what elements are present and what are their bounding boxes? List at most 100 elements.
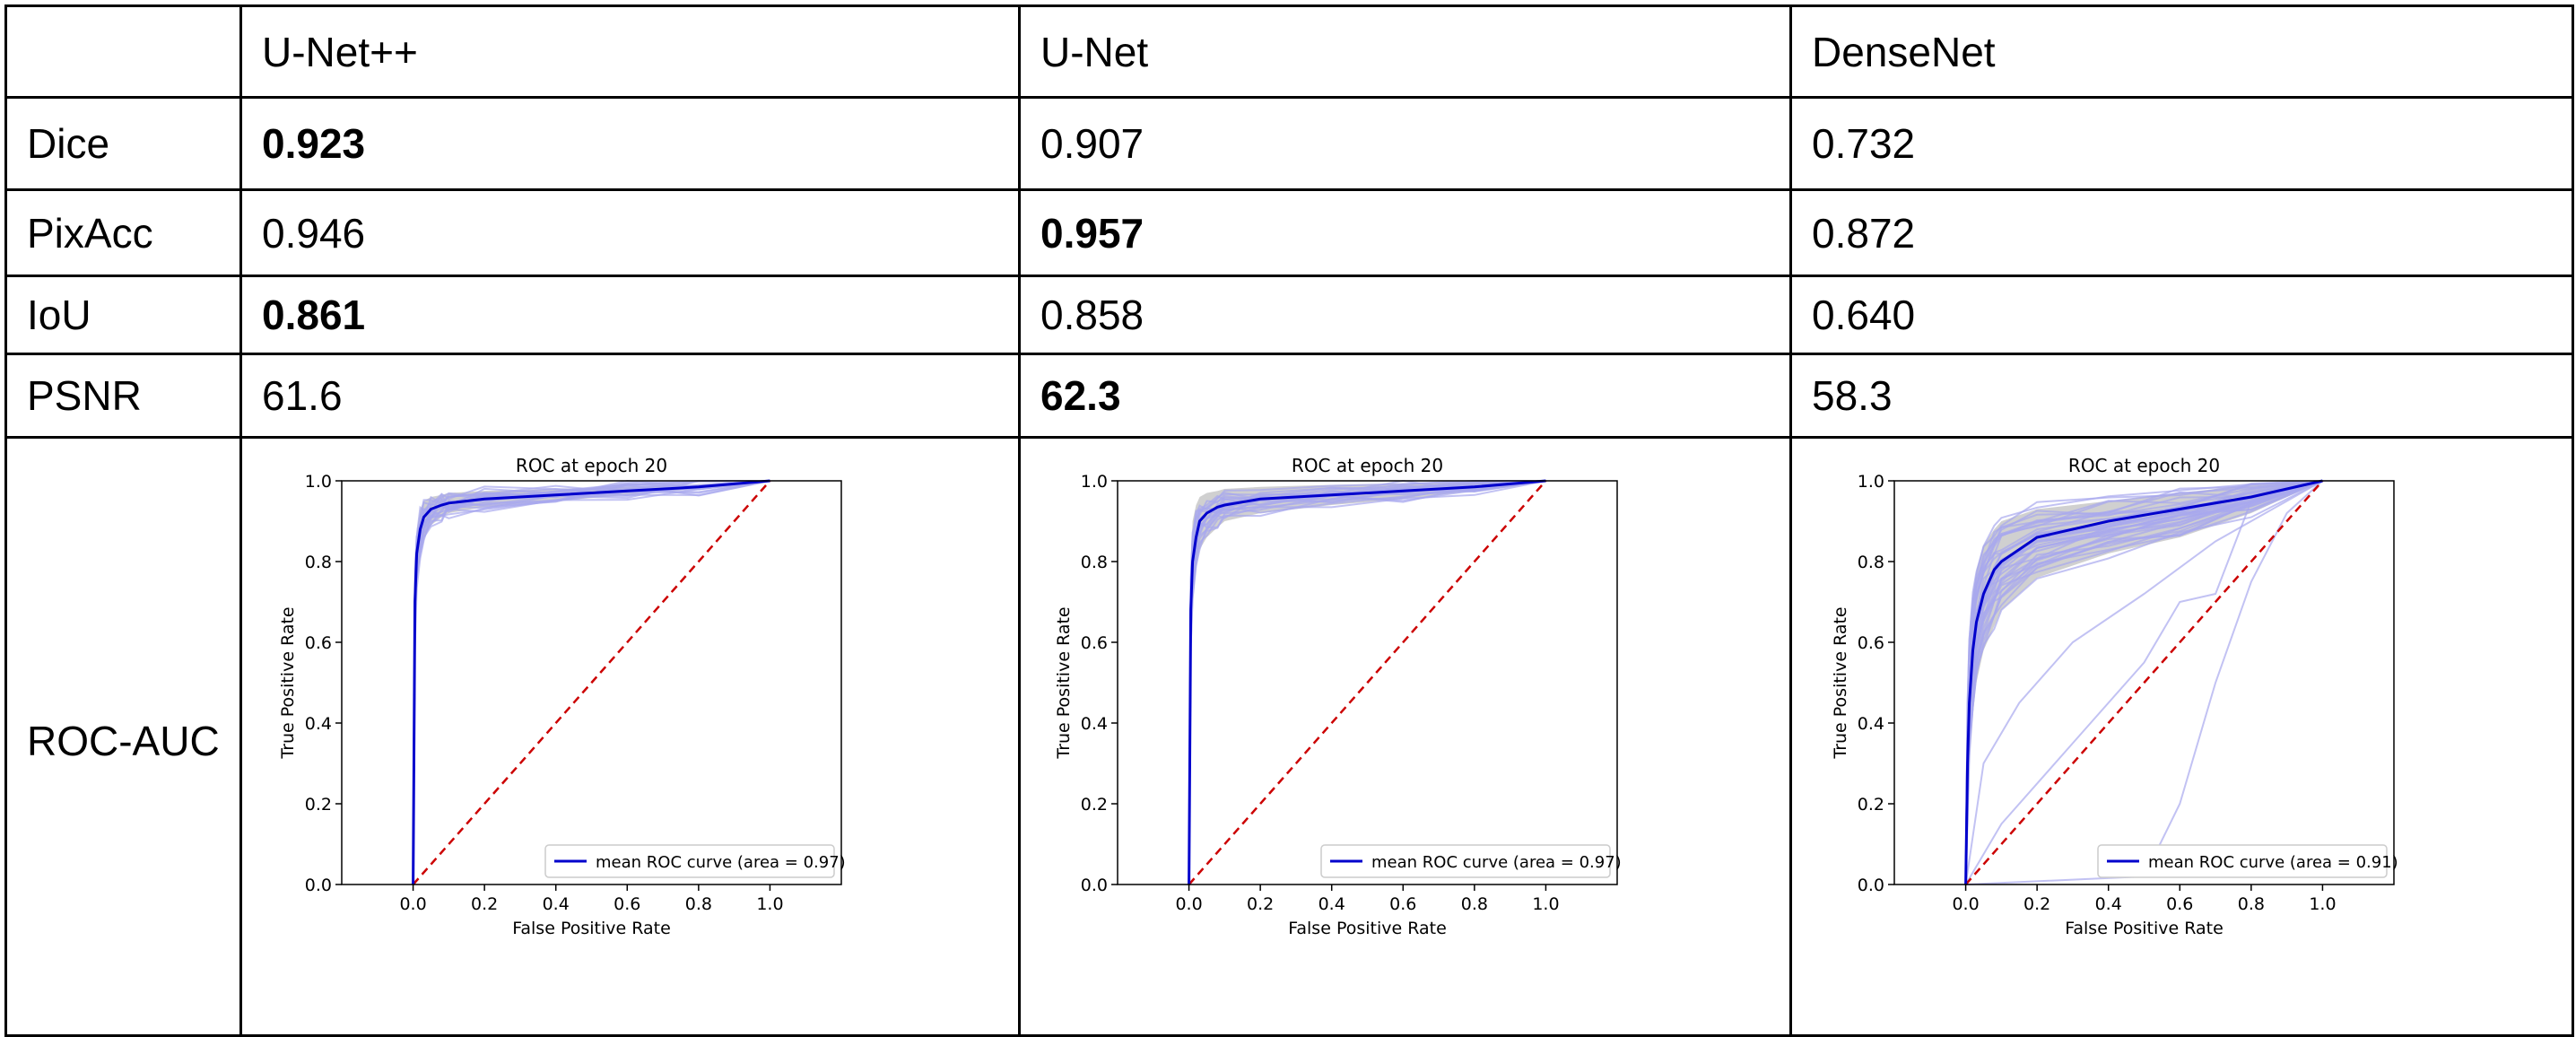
x-tick-label: 0.4 <box>1318 894 1345 914</box>
plot-frame <box>1893 480 2395 885</box>
legend-box <box>2097 844 2388 878</box>
value-cell: 0.858 <box>1018 274 1792 355</box>
plot-frame <box>341 480 842 885</box>
y-tick-label: 0.2 <box>1081 795 1108 815</box>
value-cell: 0.732 <box>1789 96 2574 191</box>
x-tick-label: 0.6 <box>2166 894 2193 914</box>
value-cell: 0.923 <box>239 96 1021 191</box>
mean-roc-curve <box>1964 479 2323 885</box>
fold-roc-curve <box>1964 480 2323 885</box>
metric-label: Dice <box>4 96 242 191</box>
value-cell: 58.3 <box>1789 353 2574 439</box>
y-axis-label: True Positive Rate <box>1831 606 1850 759</box>
x-tick-label: 0.8 <box>2238 894 2265 914</box>
roc-cell-unetpp: ROC at epoch 20 0.0 0.2 0.4 0.6 0.8 1.0 0.0 0.2 0… <box>239 436 1021 1037</box>
value-cell: 0.907 <box>1018 96 1792 191</box>
roc-chart-unetpp: ROC at epoch 20 0.0 0.2 0.4 0.6 0.8 1.0 0.0 0.2 0… <box>278 455 846 938</box>
metric-label: ROC-AUC <box>4 436 242 1037</box>
x-tick-label: 0.2 <box>471 894 498 914</box>
x-tick-label: 0.8 <box>1461 894 1488 914</box>
y-tick-label: 0.6 <box>1081 633 1108 653</box>
metric-label: IoU <box>4 274 242 355</box>
table-row: PSNR 61.6 62.3 58.3 <box>4 353 2574 439</box>
legend-label: mean ROC curve (area = 0.91) <box>2148 853 2398 872</box>
header-unet: U-Net <box>1018 4 1792 99</box>
x-axis-label: False Positive Rate <box>2065 919 2224 938</box>
x-axis-label: False Positive Rate <box>512 919 671 938</box>
value-cell: 0.861 <box>239 274 1021 355</box>
y-tick-label: 0.0 <box>305 876 332 895</box>
chance-diagonal <box>1188 480 1547 885</box>
fold-roc-curve <box>1188 480 1546 885</box>
fold-roc-curve <box>1964 480 2323 885</box>
y-tick-label: 0.0 <box>1858 876 1884 895</box>
value-cell: 0.957 <box>1018 188 1792 277</box>
plot-frame <box>1117 480 1618 885</box>
mean-roc-curve <box>412 479 770 885</box>
results-table: U-Net++ U-Net DenseNet Dice 0.923 0.907 … <box>4 4 2574 1037</box>
y-tick-label: 1.0 <box>1081 472 1108 492</box>
x-tick-label: 0.2 <box>1247 894 1274 914</box>
x-tick-label: 0.2 <box>2023 894 2050 914</box>
table-row: ROC-AUC ROC at epoch 20 0.0 0.2 0.4 0.6 0.8 1.… <box>4 436 2574 1037</box>
y-tick-label: 0.8 <box>305 553 332 572</box>
y-tick-label: 1.0 <box>1858 472 1884 492</box>
chance-diagonal <box>1964 480 2324 885</box>
table-row: PixAcc 0.946 0.957 0.872 <box>4 188 2574 277</box>
header-empty-cell <box>4 4 242 99</box>
x-tick-label: 0.6 <box>614 894 640 914</box>
x-tick-label: 0.6 <box>1389 894 1416 914</box>
legend-label: mean ROC curve (area = 0.97) <box>596 853 846 872</box>
legend-box <box>544 844 835 878</box>
y-tick-label: 0.4 <box>1081 714 1108 734</box>
value-cell: 62.3 <box>1018 353 1792 439</box>
y-tick-label: 0.2 <box>1858 795 1884 815</box>
x-tick-label: 0.4 <box>2095 894 2122 914</box>
mean-roc-curve <box>1188 479 1546 885</box>
y-tick-label: 0.8 <box>1858 553 1884 572</box>
value-cell: 61.6 <box>239 353 1021 439</box>
y-axis-label: True Positive Rate <box>278 606 298 759</box>
fold-roc-curve <box>1964 480 2323 885</box>
x-tick-label: 0.0 <box>1952 894 1979 914</box>
y-tick-label: 0.6 <box>1858 633 1884 653</box>
x-tick-label: 1.0 <box>756 894 783 914</box>
roc-chart-densenet: ROC at epoch 20 0.0 0.2 0.4 0.6 0.8 1.0 0.0 0.2 0… <box>1831 455 2398 938</box>
chance-diagonal <box>412 480 771 885</box>
y-tick-label: 0.2 <box>305 795 332 815</box>
x-tick-label: 1.0 <box>1532 894 1559 914</box>
legend-label: mean ROC curve (area = 0.97) <box>1371 853 1622 872</box>
metric-label: PSNR <box>4 353 242 439</box>
y-tick-label: 0.6 <box>305 633 332 653</box>
chart-title: ROC at epoch 20 <box>516 455 667 476</box>
x-tick-label: 0.0 <box>1175 894 1202 914</box>
y-tick-label: 1.0 <box>305 472 332 492</box>
table-row: IoU 0.861 0.858 0.640 <box>4 274 2574 355</box>
roc-cell-densenet: ROC at epoch 20 0.0 0.2 0.4 0.6 0.8 1.0 0.0 0.2 0… <box>1789 436 2574 1037</box>
header-row: U-Net++ U-Net DenseNet <box>4 4 2574 99</box>
value-cell: 0.872 <box>1789 188 2574 277</box>
x-tick-label: 0.0 <box>399 894 426 914</box>
x-axis-label: False Positive Rate <box>1288 919 1447 938</box>
value-cell: 0.640 <box>1789 274 2574 355</box>
header-unetpp: U-Net++ <box>239 4 1021 99</box>
metric-label: PixAcc <box>4 188 242 277</box>
y-tick-label: 0.4 <box>1858 714 1884 734</box>
chart-title: ROC at epoch 20 <box>1292 455 1443 476</box>
header-densenet: DenseNet <box>1789 4 2574 99</box>
x-tick-label: 0.4 <box>543 894 570 914</box>
table-row: Dice 0.923 0.907 0.732 <box>4 96 2574 191</box>
roc-cell-unet: ROC at epoch 20 0.0 0.2 0.4 0.6 0.8 1.0 0.0 0.2 0… <box>1018 436 1792 1037</box>
y-axis-label: True Positive Rate <box>1054 606 1074 759</box>
value-cell: 0.946 <box>239 188 1021 277</box>
y-tick-label: 0.4 <box>305 714 332 734</box>
roc-chart-unet: ROC at epoch 20 0.0 0.2 0.4 0.6 0.8 1.0 0.0 0.2 0… <box>1054 455 1622 938</box>
chart-title: ROC at epoch 20 <box>2068 455 2220 476</box>
fold-roc-curve <box>1964 480 2323 885</box>
x-tick-label: 0.8 <box>685 894 712 914</box>
roc-auc-label: ROC-AUC <box>27 718 220 764</box>
y-tick-label: 0.8 <box>1081 553 1108 572</box>
confidence-band <box>1188 481 1546 884</box>
y-tick-label: 0.0 <box>1081 876 1108 895</box>
legend-box <box>1320 844 1611 878</box>
